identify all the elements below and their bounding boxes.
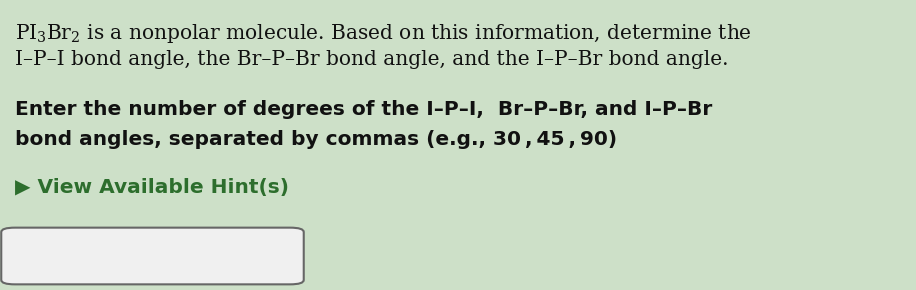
Text: ▶ View Available Hint(s): ▶ View Available Hint(s) <box>15 178 289 197</box>
Text: I–P–I bond angle, the Br–P–Br bond angle, and the I–P–Br bond angle.: I–P–I bond angle, the Br–P–Br bond angle… <box>15 50 728 69</box>
Text: bond angles, separated by commas (e.g., 30 , 45 , 90): bond angles, separated by commas (e.g., … <box>15 130 616 149</box>
Text: $\mathregular{PI_3Br_2}$ is a nonpolar molecule. Based on this information, dete: $\mathregular{PI_3Br_2}$ is a nonpolar m… <box>15 22 751 45</box>
Text: Enter the number of degrees of the I–P–I,  Br–P–Br, and I–P–Br: Enter the number of degrees of the I–P–I… <box>15 100 712 119</box>
